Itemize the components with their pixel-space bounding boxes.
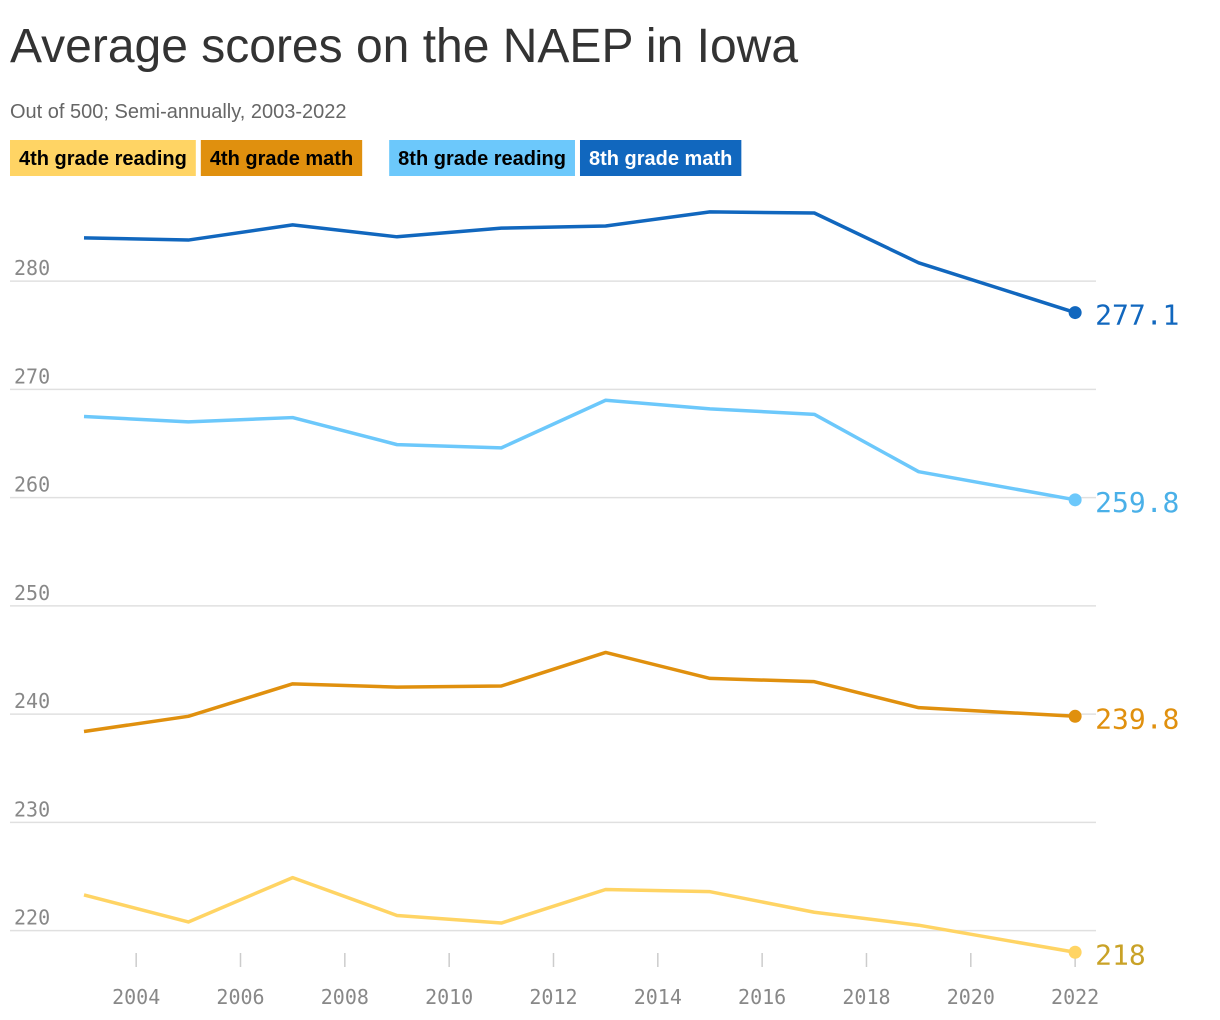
end-label: 277.1 [1095,299,1179,332]
x-tick-label: 2006 [216,985,264,1009]
y-tick-label: 220 [14,906,50,930]
chart-title: Average scores on the NAEP in Iowa [10,20,798,73]
x-tick-label: 2012 [529,985,577,1009]
y-tick-label: 260 [14,473,50,497]
y-tick-label: 250 [14,581,50,605]
series-line [83,875,1076,954]
end-dot [1068,493,1082,507]
legend-label: 4th grade math [210,148,353,170]
legend-item: 8th grade reading [389,140,575,176]
y-tick-label: 230 [14,797,50,821]
end-dot [1068,945,1082,959]
x-tick-label: 2004 [112,985,160,1009]
legend-swatch [389,140,575,176]
end-label: 218 [1095,938,1146,971]
legend-label: 4th grade reading [19,148,187,170]
series-line [83,398,1076,502]
chart-subtitle: Out of 500; Semi-annually, 2003-2022 [10,101,347,123]
x-tick-label: 2020 [947,985,995,1009]
end-dot [1068,709,1082,723]
series-line [83,650,1076,734]
x-tick-label: 2010 [425,985,473,1009]
end-label: 239.8 [1095,702,1179,735]
legend-item: 8th grade math [579,140,742,176]
x-tick-label: 2008 [321,985,369,1009]
y-tick-label: 270 [14,364,50,388]
legend-swatch [579,140,742,176]
y-tick-label: 240 [14,689,50,713]
end-dot [1068,306,1082,320]
legend-label: 8th grade math [589,148,732,170]
legend-swatch [200,140,363,176]
legend-label: 8th grade reading [398,148,566,170]
series-line [83,210,1076,315]
legend-swatch [10,140,196,176]
x-tick-label: 2014 [634,985,682,1009]
legend-item: 4th grade reading [10,140,196,176]
x-tick-label: 2022 [1051,985,1099,1009]
legend-item: 4th grade math [200,140,363,176]
x-tick-label: 2018 [842,985,890,1009]
x-tick-label: 2016 [738,985,786,1009]
end-label: 259.8 [1095,486,1179,519]
y-tick-label: 280 [14,256,50,280]
